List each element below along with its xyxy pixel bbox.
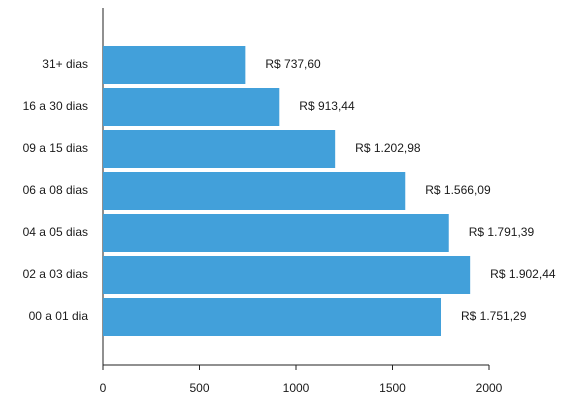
bars-group [103,46,471,336]
value-label: R$ 1.566,09 [425,183,491,197]
value-label: R$ 1.791,39 [469,225,535,239]
bar [103,130,336,168]
value-label: R$ 1.751,29 [461,309,527,323]
category-label: 31+ dias [42,57,88,71]
x-tick-label: 0 [100,381,107,395]
value-label: R$ 1.902,44 [490,267,556,281]
value-label: R$ 913,44 [299,99,355,113]
value-label: R$ 1.202,98 [355,141,421,155]
value-label: R$ 737,60 [265,57,321,71]
category-label: 02 a 03 dias [23,267,88,281]
category-label: 06 a 08 dias [23,183,88,197]
ticks-group: 0 500 1000 1500 2000 [100,365,503,395]
category-label: 09 a 15 dias [23,141,88,155]
bar [103,88,280,126]
bar [103,256,471,294]
category-label: 00 a 01 dia [29,309,89,323]
bar [103,172,406,210]
bar [103,46,246,84]
labels-group: 00 a 01 dia R$ 1.751,29 02 a 03 dias R$ 1.9… [23,57,556,323]
x-tick-label: 1000 [283,381,310,395]
bar [103,214,449,252]
category-label: 16 a 30 dias [23,99,88,113]
category-label: 04 a 05 dias [23,225,88,239]
x-tick-label: 500 [189,381,209,395]
bar [103,298,441,336]
x-tick-label: 1500 [379,381,406,395]
x-tick-label: 2000 [476,381,503,395]
